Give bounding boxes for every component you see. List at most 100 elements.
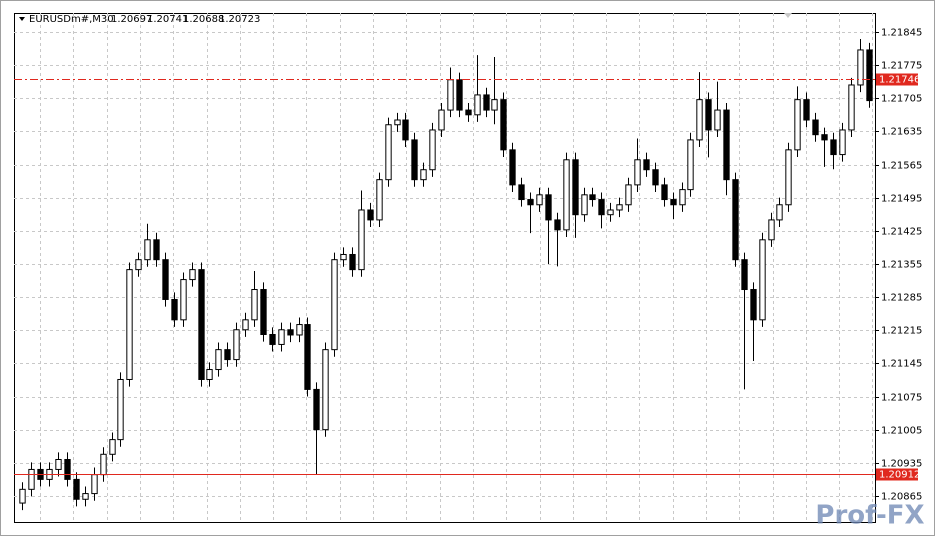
candle-body (322, 349, 329, 431)
candle-body (251, 289, 258, 321)
candle-body (572, 159, 579, 216)
candle-body (304, 324, 311, 390)
candle-body (367, 209, 374, 221)
candle-body (402, 119, 409, 141)
y-tick-label: 1.21355 (881, 260, 922, 271)
candle-body (153, 239, 160, 261)
candle-body (643, 159, 650, 171)
candle-body (652, 169, 659, 186)
candle-body (536, 194, 543, 206)
y-tick-label: 1.21845 (881, 28, 922, 39)
candle-body (313, 388, 320, 431)
candle-body (741, 259, 748, 291)
y-tick-label: 1.21565 (881, 161, 922, 172)
shift-marker (784, 13, 792, 18)
candle-body (483, 94, 490, 111)
candle-body (447, 79, 454, 111)
candle-body (794, 99, 801, 151)
candle-body (759, 239, 766, 321)
candle-body (100, 453, 107, 476)
candle-body (785, 149, 792, 206)
candle-body (394, 119, 401, 126)
candle-body (607, 209, 614, 216)
candle-body (64, 458, 71, 480)
candle-body (144, 239, 151, 261)
candle-body (287, 329, 294, 336)
candle-body (589, 194, 596, 201)
candle-body (456, 79, 463, 111)
candle-body (625, 184, 632, 206)
candle-body (198, 269, 205, 380)
y-tick-label: 1.21705 (881, 94, 922, 105)
candle-body (732, 179, 739, 261)
candle-body (866, 49, 873, 102)
candle-body (376, 179, 383, 221)
candle-body (803, 99, 810, 121)
candle-body (55, 458, 62, 470)
candle-body (474, 94, 481, 116)
candle-body (260, 289, 267, 335)
candle-body (857, 49, 864, 86)
y-tick-label: 1.21635 (881, 127, 922, 138)
candle-body (563, 159, 570, 231)
y-tick-label: 1.21215 (881, 326, 922, 337)
candle-body (269, 333, 276, 345)
candle-body (411, 139, 418, 181)
candle-body (429, 129, 436, 171)
candle-body (714, 109, 721, 131)
candle-body (821, 134, 828, 141)
candle-body (812, 119, 819, 136)
candle-body (162, 259, 169, 300)
candle-body (705, 99, 712, 131)
y-tick-label: 1.21005 (881, 426, 922, 437)
quote-low: 1.20688 (183, 14, 224, 25)
quote-close: 1.20723 (219, 14, 260, 25)
price-level-label: 1.21746 (879, 75, 920, 86)
candle-body (420, 169, 427, 181)
candle-body (189, 269, 196, 281)
candle-body (696, 99, 703, 141)
candle-body (500, 99, 507, 151)
y-tick-label: 1.20865 (881, 492, 922, 503)
quote-open: 1.20697 (111, 14, 152, 25)
candle-body (349, 253, 356, 271)
chart-layer: 1.21845 1.21775 1.21705 1.21635 1.21565 1.214… (14, 28, 922, 511)
candle-body (598, 199, 605, 216)
y-tick-label: 1.21775 (881, 61, 922, 72)
candle-body (776, 204, 783, 221)
candle-body (224, 349, 231, 361)
candle-body (233, 329, 240, 361)
candle-body (509, 149, 516, 186)
candle-body (331, 259, 338, 351)
candle-body (839, 129, 846, 156)
candle-body (135, 259, 142, 271)
candle-body (723, 109, 730, 181)
candle-body (768, 219, 775, 241)
candle-body (91, 474, 98, 495)
candle-body (661, 184, 668, 201)
price-level-label: 1.20912 (879, 470, 920, 481)
candle-body (465, 109, 472, 116)
candle-body (616, 204, 623, 211)
candle-body (385, 124, 392, 181)
candle-body (117, 378, 124, 441)
y-tick-label: 1.21075 (881, 393, 922, 404)
y-tick-label: 1.20935 (881, 459, 922, 470)
candle-body (545, 194, 552, 221)
price-level-box (876, 73, 918, 86)
candle-body (750, 289, 757, 321)
candle-body (180, 279, 187, 321)
candle-body (554, 219, 561, 231)
candle-body (171, 298, 178, 321)
candle-body (358, 209, 365, 271)
y-tick-label: 1.21285 (881, 293, 922, 304)
candle-body (848, 84, 855, 131)
candle-body (670, 199, 677, 206)
candle-body (581, 194, 588, 216)
candle-body (527, 199, 534, 206)
candle-body (28, 468, 35, 490)
candle-body (438, 109, 445, 131)
y-tick-label: 1.21495 (881, 194, 922, 205)
candle-body (73, 478, 80, 500)
